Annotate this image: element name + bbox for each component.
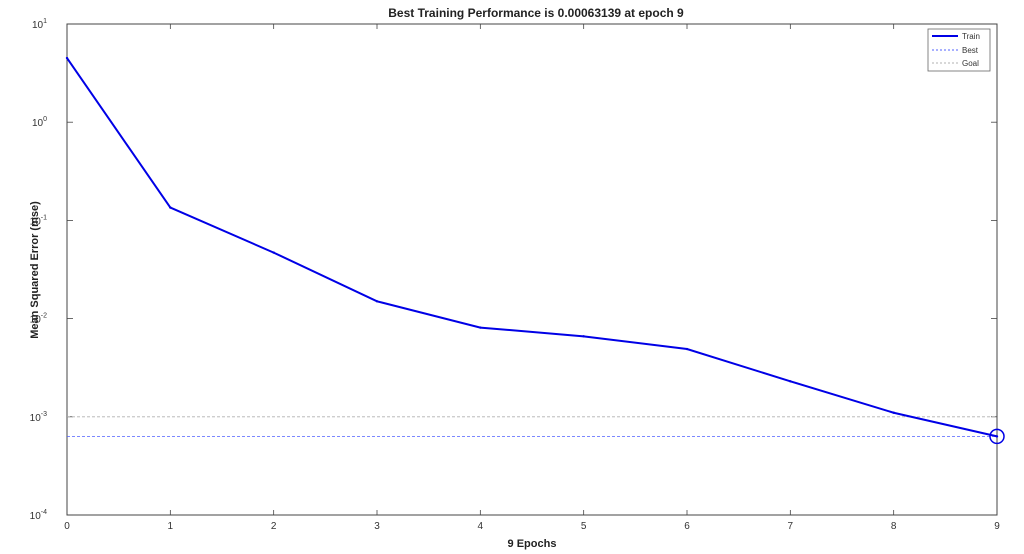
x-axis-label: 9 Epochs bbox=[508, 538, 557, 550]
y-tick-label: 10-2 bbox=[30, 313, 47, 326]
x-tick-label: 9 bbox=[994, 521, 1000, 532]
train-data-point bbox=[892, 411, 895, 414]
x-tick-label: 0 bbox=[64, 521, 70, 532]
y-tick-label: 101 bbox=[32, 18, 47, 31]
train-data-point bbox=[685, 347, 689, 351]
train-data-point bbox=[479, 326, 482, 329]
legend-train-label: Train bbox=[962, 32, 980, 41]
train-series-points bbox=[65, 56, 999, 438]
best-point-marker bbox=[989, 428, 1005, 445]
x-axis-ticks: 0 1 2 3 4 5 6 7 8 9 bbox=[64, 24, 1000, 532]
x-tick-label: 7 bbox=[788, 521, 794, 532]
y-axis-ticks: 101 100 10-1 10-2 10-3 10-4 bbox=[30, 18, 997, 522]
train-data-point bbox=[375, 300, 379, 303]
x-tick-label: 3 bbox=[374, 521, 380, 532]
train-data-point bbox=[169, 206, 172, 209]
y-axis-label: Mean Squared Error (mse) bbox=[29, 201, 41, 339]
y-tick-label: 100 bbox=[32, 116, 47, 129]
train-data-point bbox=[995, 435, 999, 438]
legend-best-label: Best bbox=[962, 46, 979, 55]
train-data-point bbox=[65, 56, 69, 60]
x-tick-label: 5 bbox=[581, 521, 587, 532]
y-tick-label: 10-1 bbox=[30, 214, 47, 227]
x-tick-label: 1 bbox=[168, 521, 174, 532]
train-series-line bbox=[66, 57, 998, 438]
chart-title: Best Training Performance is 0.00063139 … bbox=[388, 6, 684, 20]
x-tick-label: 2 bbox=[271, 521, 277, 532]
plot-area bbox=[66, 23, 998, 516]
y-tick-label: 10-3 bbox=[30, 411, 47, 424]
train-data-point bbox=[272, 251, 275, 254]
train-data-point bbox=[789, 380, 792, 383]
x-tick-label: 8 bbox=[891, 521, 897, 532]
x-tick-label: 4 bbox=[478, 521, 484, 532]
legend: Train Best Goal bbox=[927, 28, 991, 72]
y-tick-label: 10-4 bbox=[30, 509, 47, 522]
x-tick-label: 6 bbox=[684, 521, 690, 532]
train-data-point bbox=[582, 335, 585, 338]
legend-goal-label: Goal bbox=[962, 59, 979, 68]
